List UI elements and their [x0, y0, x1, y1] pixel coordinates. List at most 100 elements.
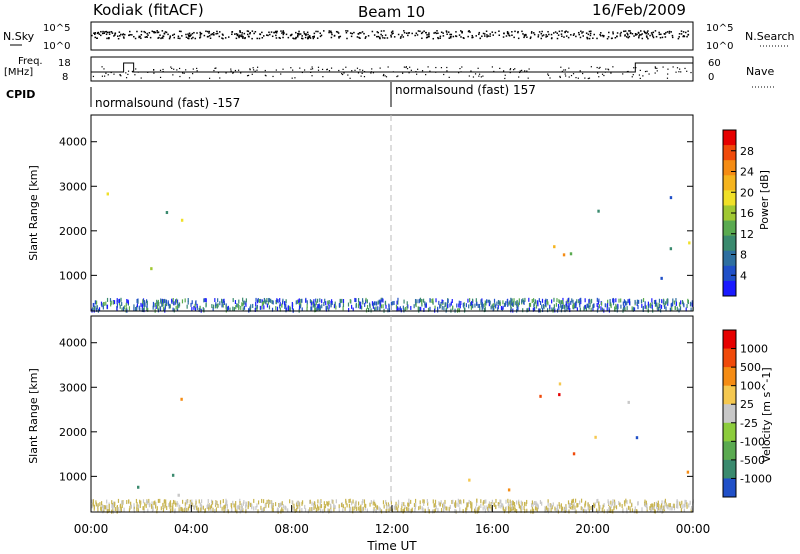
data-cell	[142, 299, 144, 304]
data-cell	[603, 509, 605, 514]
data-cell	[433, 509, 435, 514]
data-cell	[366, 299, 368, 304]
data-cell	[661, 505, 663, 510]
data-cell	[598, 298, 600, 303]
data-cell	[597, 305, 599, 310]
data-cell	[571, 499, 573, 504]
data-cell	[627, 400, 630, 404]
data-cell	[499, 499, 501, 504]
data-cell	[376, 301, 378, 306]
data-cell	[339, 298, 341, 303]
data-cell	[584, 298, 586, 303]
data-cell	[257, 509, 259, 514]
nave-point	[680, 71, 682, 73]
data-cell	[492, 307, 494, 312]
data-cell	[226, 508, 229, 513]
noise-point	[565, 30, 567, 32]
data-cell	[223, 505, 225, 510]
noise-point	[285, 33, 288, 36]
data-cell	[327, 502, 329, 507]
noise-point	[239, 34, 241, 37]
noise-point	[487, 35, 489, 37]
data-cell	[683, 508, 685, 513]
data-cell	[151, 507, 154, 512]
data-cell	[375, 301, 377, 306]
data-cell	[182, 508, 184, 513]
data-cell	[434, 499, 437, 504]
data-cell	[510, 303, 512, 308]
data-cell	[547, 502, 549, 507]
data-cell	[266, 499, 268, 504]
nave-point	[113, 73, 115, 75]
data-cell	[545, 508, 547, 513]
noise-point	[231, 33, 233, 36]
noise-point	[619, 35, 622, 37]
noise-point	[96, 32, 99, 34]
data-cell	[355, 298, 357, 303]
nave-point	[633, 67, 635, 69]
data-cell	[92, 502, 94, 507]
data-cell	[361, 305, 363, 310]
data-cell	[304, 508, 307, 513]
data-cell	[482, 506, 484, 511]
nave-point	[684, 67, 686, 70]
nave-point	[246, 75, 249, 77]
noise-point	[190, 34, 192, 36]
data-cell	[622, 509, 624, 514]
data-cell	[174, 508, 176, 513]
data-cell	[497, 307, 499, 312]
noise-point	[450, 33, 453, 36]
noise-point	[445, 30, 448, 32]
noise-point	[243, 32, 246, 35]
data-cell	[432, 300, 434, 305]
data-cell	[184, 298, 186, 303]
data-cell	[372, 501, 374, 506]
data-cell	[324, 504, 327, 509]
data-cell	[615, 303, 617, 308]
noise-point	[599, 33, 601, 36]
data-cell	[263, 297, 266, 302]
data-cell	[505, 506, 507, 511]
data-cell	[688, 503, 690, 508]
data-cell	[332, 499, 334, 504]
data-cell	[133, 503, 135, 508]
noise-point	[169, 35, 172, 37]
data-cell	[501, 503, 503, 508]
data-cell	[351, 506, 354, 511]
noise-point	[581, 32, 583, 34]
data-cell	[156, 299, 158, 304]
data-cell	[255, 305, 257, 310]
noise-point	[479, 37, 482, 40]
noise-point	[624, 30, 627, 32]
noise-point	[423, 30, 425, 32]
data-cell	[651, 305, 653, 310]
data-cell	[615, 505, 618, 510]
data-cell	[312, 303, 314, 308]
noise-point	[511, 31, 513, 33]
nave-point	[159, 69, 162, 71]
noise-point	[486, 36, 488, 38]
data-cell	[210, 499, 213, 504]
noise-point	[208, 30, 211, 33]
noise-point	[447, 31, 450, 33]
nave-point	[478, 75, 480, 77]
colorbar-tick-label: -100	[740, 435, 765, 448]
data-cell	[357, 501, 360, 506]
data-cell	[423, 501, 425, 506]
data-cell	[458, 503, 460, 508]
noise-point	[263, 35, 265, 37]
noise-point	[671, 36, 674, 39]
data-cell	[136, 298, 138, 303]
colorbar-swatch	[723, 145, 736, 161]
data-cell	[230, 502, 232, 507]
data-cell	[385, 508, 387, 513]
noise-point	[631, 33, 634, 35]
data-cell	[468, 478, 471, 482]
data-cell	[388, 508, 390, 513]
data-cell	[384, 300, 387, 305]
data-cell	[419, 297, 422, 302]
data-cell	[507, 502, 510, 507]
data-cell	[427, 506, 429, 511]
data-cell	[468, 304, 470, 309]
